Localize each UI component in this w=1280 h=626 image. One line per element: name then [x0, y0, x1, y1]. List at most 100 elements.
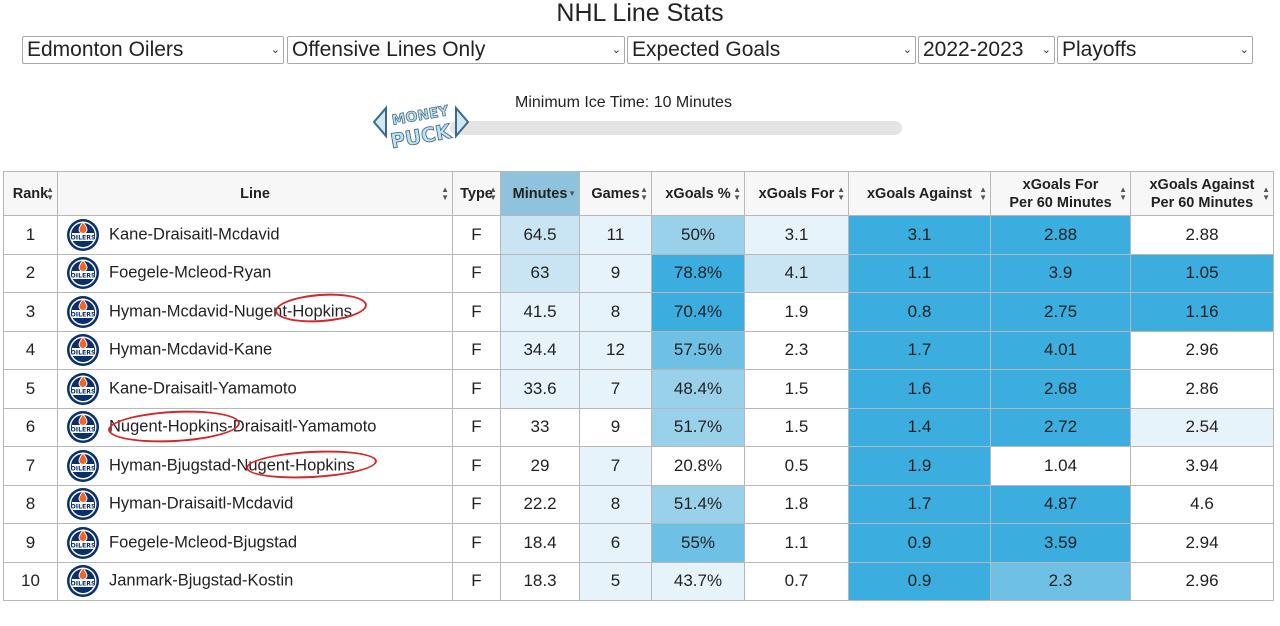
cell-type: F: [452, 523, 501, 563]
cell-games: 8: [579, 484, 652, 524]
sort-arrows-icon: ▲ ▼: [489, 184, 497, 202]
season-select[interactable]: 2022-2023 ⌄: [918, 36, 1055, 64]
line-name: Hyman-Draisaitl-Mcdavid: [109, 494, 294, 513]
cell-xgoals-for: 4.1: [744, 253, 849, 293]
col-header-line[interactable]: Line ▲ ▼: [57, 171, 453, 216]
line-name: Hyman-Mcdavid-Kane: [109, 340, 273, 359]
oilers-logo-text: OILERS: [71, 542, 96, 549]
cell-minutes: 33: [500, 407, 580, 447]
col-header-xgoals-pct[interactable]: xGoals % ▲ ▼: [651, 171, 745, 216]
cell-type: F: [452, 369, 501, 409]
sort-arrows-icon: ▲ ▼: [1262, 184, 1270, 202]
cell-xgf60: 2.72: [990, 407, 1131, 447]
sort-arrows-icon: ▲ ▼: [640, 184, 648, 202]
cell-xgoals-against: 1.7: [848, 330, 991, 370]
team-select-value: Edmonton Oilers: [27, 38, 184, 61]
table-row[interactable]: 9 OILERS Foegele-Mcleod-Bjugstad F 18.4 6 55% 1…: [3, 523, 1274, 563]
metric-select[interactable]: Expected Goals ⌄: [627, 36, 916, 64]
oilers-logo-icon: OILERS: [67, 257, 99, 290]
chevron-down-icon: ⌄: [611, 44, 621, 56]
cell-minutes: 41.5: [500, 292, 580, 332]
oilers-logo-text: OILERS: [71, 465, 96, 472]
cell-type: F: [452, 561, 501, 601]
cell-games: 7: [579, 446, 652, 486]
line-name: Foegele-Mcleod-Ryan: [109, 263, 272, 282]
cell-xgoals-for: 3.1: [744, 215, 849, 255]
cell-xgoals-pct: 43.7%: [651, 561, 745, 601]
line-type-select[interactable]: Offensive Lines Only ⌄: [287, 36, 625, 64]
cell-xgf60: 4.87: [990, 484, 1131, 524]
oilers-logo-icon: OILERS: [67, 526, 99, 559]
slider-track[interactable]: [450, 121, 902, 135]
col-header-games[interactable]: Games ▲ ▼: [579, 171, 652, 216]
cell-rank: 5: [3, 369, 58, 409]
oilers-logo-text: OILERS: [71, 311, 96, 318]
oilers-logo-text: OILERS: [71, 581, 96, 588]
cell-xga60: 2.54: [1130, 407, 1274, 447]
sort-desc-icon: ▼: [568, 188, 576, 198]
oilers-logo-icon: OILERS: [67, 218, 99, 251]
col-header-xgoals-against[interactable]: xGoals Against ▲ ▼: [848, 171, 991, 216]
oilers-logo-icon: OILERS: [67, 565, 99, 598]
col-header-xga60[interactable]: xGoals Against Per 60 Minutes ▲ ▼: [1130, 171, 1274, 216]
col-header-minutes[interactable]: Minutes ▼: [500, 171, 580, 216]
cell-line: OILERS Hyman-Mcdavid-Nugent-Hopkins: [57, 292, 453, 332]
cell-xga60: 2.86: [1130, 369, 1274, 409]
cell-xgf60: 3.59: [990, 523, 1131, 563]
cell-rank: 3: [3, 292, 58, 332]
oilers-logo-icon: OILERS: [67, 488, 99, 521]
cell-type: F: [452, 253, 501, 293]
cell-xgoals-for: 1.9: [744, 292, 849, 332]
cell-xgoals-for: 1.8: [744, 484, 849, 524]
cell-xgf60: 2.75: [990, 292, 1131, 332]
table-row[interactable]: 10 OILERS Janmark-Bjugstad-Kostin F 18.3 5 43.…: [3, 561, 1274, 601]
table-row[interactable]: 3 OILERS Hyman-Mcdavid-Nugent-Hopkins F 41.5…: [3, 292, 1274, 332]
cell-xgoals-against: 1.7: [848, 484, 991, 524]
season-type-select[interactable]: Playoffs ⌄: [1057, 36, 1253, 64]
cell-rank: 10: [3, 561, 58, 601]
cell-xga60: 2.88: [1130, 215, 1274, 255]
table-row[interactable]: 1 OILERS Kane-Draisaitl-Mcdavid F 64.5 11 50% 3…: [3, 215, 1274, 255]
team-select[interactable]: Edmonton Oilers ⌄: [22, 36, 284, 64]
cell-xgoals-against: 1.4: [848, 407, 991, 447]
cell-type: F: [452, 484, 501, 524]
cell-xgoals-for: 1.5: [744, 407, 849, 447]
cell-rank: 4: [3, 330, 58, 370]
table-row[interactable]: 4 OILERS Hyman-Mcdavid-Kane F 34.4 12 57.5% 2.3…: [3, 330, 1274, 370]
sort-arrows-icon: ▲ ▼: [837, 184, 845, 202]
col-header-xgf60[interactable]: xGoals For Per 60 Minutes ▲ ▼: [990, 171, 1131, 216]
cell-games: 9: [579, 407, 652, 447]
cell-minutes: 18.3: [500, 561, 580, 601]
cell-xgf60: 2.88: [990, 215, 1131, 255]
cell-xgf60: 3.9: [990, 253, 1131, 293]
cell-xgoals-for: 0.7: [744, 561, 849, 601]
col-header-type[interactable]: Type ▲ ▼: [452, 171, 501, 216]
cell-games: 9: [579, 253, 652, 293]
cell-minutes: 64.5: [500, 215, 580, 255]
oilers-logo-text: OILERS: [71, 427, 96, 434]
cell-type: F: [452, 446, 501, 486]
cell-games: 11: [579, 215, 652, 255]
chevron-down-icon: ⌄: [1239, 44, 1249, 56]
oilers-logo-text: OILERS: [71, 273, 96, 280]
table-row[interactable]: 7 OILERS Hyman-Bjugstad-Nugent-Hopkins F 29 7…: [3, 446, 1274, 486]
line-type-select-value: Offensive Lines Only: [292, 38, 486, 61]
cell-xgf60: 4.01: [990, 330, 1131, 370]
sort-arrows-icon: ▲ ▼: [46, 184, 54, 202]
cell-minutes: 18.4: [500, 523, 580, 563]
table-row[interactable]: 5 OILERS Kane-Draisaitl-Yamamoto F 33.6 7 48.4…: [3, 369, 1274, 409]
col-header-xgoals-for[interactable]: xGoals For ▲ ▼: [744, 171, 849, 216]
cell-xga60: 4.6: [1130, 484, 1274, 524]
table-row[interactable]: 8 OILERS Hyman-Draisaitl-Mcdavid F 22.2 8 51.4…: [3, 484, 1274, 524]
col-header-rank[interactable]: Rank ▲ ▼: [3, 171, 58, 216]
cell-xgf60: 1.04: [990, 446, 1131, 486]
cell-type: F: [452, 292, 501, 332]
cell-rank: 1: [3, 215, 58, 255]
sort-arrows-icon: ▲ ▼: [441, 184, 449, 202]
ice-time-slider: Minimum Ice Time: 10 Minutes MONEY PUCK: [370, 90, 910, 160]
moneypuck-slider-handle[interactable]: MONEY PUCK: [372, 94, 470, 150]
cell-xga60: 1.16: [1130, 292, 1274, 332]
table-row[interactable]: 6 OILERS Nugent-Hopkins-Draisaitl-Yamamoto…: [3, 407, 1274, 447]
cell-xga60: 3.94: [1130, 446, 1274, 486]
table-row[interactable]: 2 OILERS Foegele-Mcleod-Ryan F 63 9 78.8% 4.1 1.…: [3, 253, 1274, 293]
